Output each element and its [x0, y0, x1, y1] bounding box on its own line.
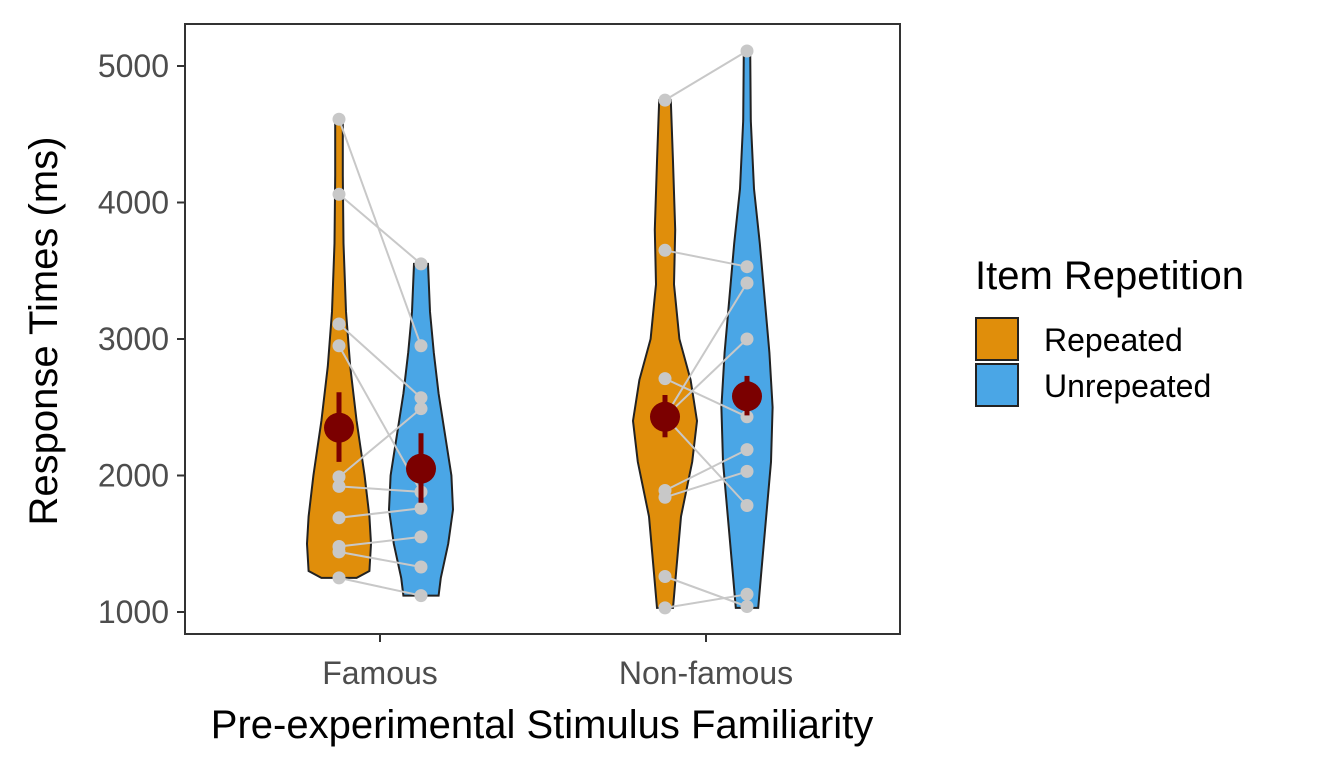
pair-line-famous-9	[338, 576, 422, 597]
point-repeated-famous-5	[332, 479, 346, 493]
mean-point-unrepeated-non-famous	[732, 381, 762, 412]
point-unrepeated-non-famous-2	[740, 276, 754, 290]
point-unrepeated-non-famous-5	[740, 443, 754, 457]
mean-point-repeated-famous	[324, 412, 354, 443]
point-repeated-non-famous-6	[658, 570, 672, 583]
pair-line-non-famous-1	[664, 249, 748, 268]
plot-panel-border	[184, 23, 901, 635]
pair-line-non-famous-6	[664, 470, 748, 499]
violin-repeated-non-famous	[631, 99, 699, 609]
point-repeated-famous-2	[332, 317, 346, 331]
y-tick-label-5000: 5000	[98, 48, 169, 84]
y-tick-label-3000: 3000	[98, 321, 169, 357]
violin-unrepeated-famous	[387, 262, 455, 597]
legend-swatch-unrepeated	[975, 363, 1019, 407]
pair-line-non-famous-5	[664, 448, 748, 492]
pair-line-non-famous-4	[664, 338, 748, 418]
legend-title: Item Repetition	[975, 254, 1244, 298]
point-unrepeated-famous-8	[414, 589, 428, 603]
pair-line-non-famous-0	[664, 50, 748, 101]
legend-label-unrepeated: Unrepeated	[1044, 368, 1211, 404]
point-unrepeated-famous-1	[414, 339, 428, 353]
y-axis-title: Response Times (ms)	[22, 137, 66, 526]
point-repeated-non-famous-2	[658, 372, 672, 386]
pair-line-famous-4	[338, 407, 422, 478]
point-repeated-famous-0	[332, 112, 346, 126]
pair-line-famous-2	[338, 323, 422, 399]
pair-line-famous-8	[338, 550, 422, 568]
violins-layer	[305, 50, 774, 609]
point-repeated-famous-3	[332, 339, 346, 353]
point-unrepeated-famous-3	[414, 402, 428, 416]
point-unrepeated-non-famous-6	[740, 464, 754, 478]
pair-line-famous-7	[338, 535, 422, 548]
point-repeated-famous-1	[332, 187, 346, 201]
x-axis-title: Pre-experimental Stimulus Familiarity	[211, 703, 873, 747]
point-unrepeated-non-famous-7	[740, 499, 754, 512]
point-repeated-non-famous-1	[658, 243, 672, 257]
legend-swatch-repeated	[975, 317, 1019, 361]
point-unrepeated-non-famous-9	[740, 600, 754, 613]
point-repeated-non-famous-5	[658, 490, 672, 504]
point-repeated-famous-6	[332, 511, 346, 525]
legend: Item Repetition Repeated Unrepeated	[975, 254, 1244, 407]
point-repeated-non-famous-7	[658, 601, 672, 615]
point-repeated-famous-8	[332, 545, 346, 559]
point-unrepeated-non-famous-4	[740, 410, 754, 424]
mean-point-unrepeated-famous	[406, 453, 436, 484]
x-tick-label-famous: Famous	[322, 655, 438, 691]
pair-line-famous-6	[338, 507, 422, 519]
x-tick-label-non-famous: Non-famous	[619, 655, 793, 691]
pair-line-famous-1	[338, 193, 422, 265]
point-repeated-famous-9	[332, 571, 346, 585]
pair-line-non-famous-2	[664, 377, 748, 418]
point-repeated-non-famous-0	[658, 93, 672, 107]
point-unrepeated-non-famous-0	[740, 44, 754, 58]
pair-line-non-famous-7	[664, 416, 748, 507]
point-unrepeated-non-famous-8	[740, 587, 754, 601]
point-unrepeated-famous-6	[414, 530, 428, 544]
point-unrepeated-famous-0	[414, 257, 428, 271]
point-unrepeated-famous-7	[414, 560, 428, 574]
point-unrepeated-famous-5	[414, 501, 428, 515]
point-unrepeated-famous-2	[414, 391, 428, 405]
pair-line-famous-5	[338, 485, 422, 493]
pair-line-non-famous-3	[664, 282, 748, 418]
point-repeated-famous-4	[332, 470, 346, 484]
violin-unrepeated-non-famous	[720, 50, 774, 609]
y-tick-label-2000: 2000	[98, 458, 169, 494]
pair-line-non-famous-8	[664, 575, 748, 608]
point-unrepeated-non-famous-1	[740, 260, 754, 274]
paired-lines-layer	[338, 50, 748, 609]
y-axis: 1000 2000 3000 4000 5000	[98, 48, 185, 630]
x-axis: Famous Non-famous	[322, 634, 793, 691]
pair-line-famous-0	[338, 118, 422, 347]
mean-point-repeated-non-famous	[650, 401, 680, 432]
mean-markers-layer	[324, 375, 762, 503]
y-tick-label-1000: 1000	[98, 594, 169, 630]
legend-label-repeated: Repeated	[1044, 322, 1183, 358]
y-tick-label-4000: 4000	[98, 185, 169, 221]
pair-line-non-famous-9	[664, 593, 748, 609]
point-unrepeated-non-famous-3	[740, 332, 754, 346]
